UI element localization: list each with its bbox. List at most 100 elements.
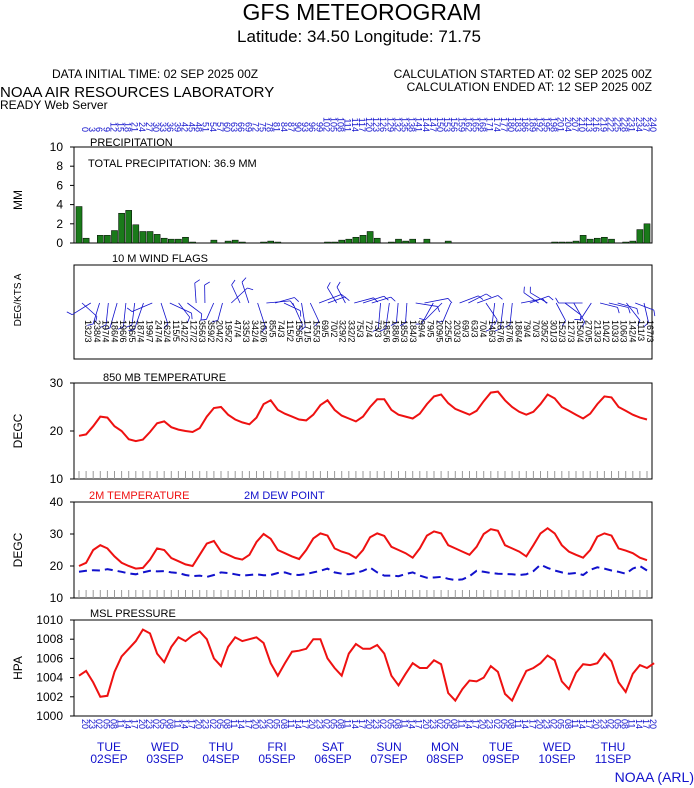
wind-label: 69/3: [461, 320, 471, 338]
wind-flag-barb: [494, 319, 498, 326]
wind-flag-shaft: [415, 302, 438, 307]
utc-hour-label: 02: [549, 719, 559, 729]
forecast-hour-label: 213: [584, 117, 594, 132]
utc-hour-label: 14: [463, 719, 473, 729]
forecast-hour-label: 237: [641, 117, 651, 132]
day-of-week-label: MON: [431, 740, 459, 754]
wind-flag-shaft: [459, 295, 479, 304]
wind-flag-shaft: [206, 302, 215, 320]
forecast-hour-label: 156: [449, 117, 459, 132]
precipitation-bar: [153, 234, 161, 244]
wind-flag-shaft: [499, 302, 504, 329]
forecast-hour-label: 177: [499, 117, 509, 132]
wind-flag-shaft: [354, 297, 374, 304]
wind-flag-barb: [627, 307, 631, 314]
precipitation-bar: [579, 235, 587, 244]
temp850-ylabel: DEGC: [11, 413, 25, 448]
wind-flag-barb: [494, 328, 501, 332]
forecast-hour-label: 24: [137, 122, 147, 132]
wind-label: 203/3: [452, 320, 462, 343]
wind-label: 103/3: [610, 320, 620, 343]
forecast-hour-label: 120: [364, 117, 374, 132]
temp850-minor-ticks: [78, 471, 648, 479]
t850-y-tick-label: 30: [50, 376, 64, 390]
utc-hour-labels: 2023020508111417202302050811141720230205…: [80, 719, 658, 729]
precip-y-tick-label: 4: [56, 198, 63, 212]
wind-flag-barb: [104, 327, 111, 330]
forecast-hour-label: 147: [428, 117, 438, 132]
wind-label: 329/2: [338, 320, 348, 343]
wind-flag-barb: [447, 298, 453, 304]
forecast-hour-label: 99: [314, 122, 324, 132]
wind-flag-shaft: [405, 302, 408, 323]
precipitation-bar: [594, 237, 601, 244]
utc-hour-label: 23: [314, 719, 324, 729]
forecast-hour-label: 78: [265, 122, 275, 132]
utc-hour-label: 11: [513, 719, 523, 728]
precipitation-bar: [565, 241, 573, 244]
wind-flag-shaft: [442, 302, 452, 322]
utc-hour-label: 11: [116, 719, 126, 728]
wind-flag-shaft: [257, 302, 267, 328]
wind-flag-barb: [485, 328, 492, 332]
utc-hour-label: 17: [471, 719, 481, 729]
day-date-label: 10SEP: [538, 752, 575, 766]
utc-hour-label: 20: [478, 719, 488, 729]
forecast-hour-label: 168: [478, 117, 488, 132]
wind-flag-shaft: [362, 295, 385, 304]
precipitation-bar: [175, 238, 182, 244]
wind-flag-shaft: [385, 302, 390, 329]
day-date-label: 04SEP: [202, 752, 239, 766]
wind-label: 167/3: [645, 320, 655, 343]
forecast-hour-label: 60: [222, 122, 232, 132]
utc-hour-label: 05: [215, 719, 225, 729]
utc-hour-label: 05: [329, 719, 339, 729]
utc-hour-label: 11: [343, 719, 353, 728]
utc-hour-label: 08: [108, 719, 118, 729]
utc-hour-label: 23: [542, 719, 552, 729]
utc-hour-label: 11: [286, 719, 296, 728]
wind-flag-barb: [299, 310, 302, 317]
precip-y-tick-label: 2: [56, 217, 63, 231]
wind-flag-barb: [314, 320, 320, 327]
wind-flag-barb: [336, 281, 341, 288]
wind-flag-shaft: [617, 302, 637, 309]
utc-hour-label: 20: [534, 719, 544, 729]
day-date-label: 09SEP: [482, 752, 519, 766]
pressure-line: [78, 628, 655, 703]
utc-hour-label: 17: [130, 719, 140, 729]
utc-hour-label: 23: [598, 719, 608, 729]
precipitation-bar: [586, 238, 594, 244]
day-of-week-label: TUE: [97, 740, 121, 754]
utc-hour-label: 17: [527, 719, 537, 729]
wind-flag-barb: [653, 310, 656, 317]
wind-flag-shaft: [292, 302, 303, 326]
forecast-hour-label: 114: [350, 118, 360, 132]
wind-label: 171/5: [303, 320, 313, 343]
day-date-label: 05SEP: [258, 752, 295, 766]
precipitation-bar: [139, 231, 147, 244]
wind-label: 47/4: [232, 320, 242, 338]
legend-2m-dew-point: 2M DEW POINT: [244, 490, 325, 502]
wind-flag-barb: [380, 328, 386, 332]
wind-flag-shaft: [169, 302, 192, 314]
utc-hour-label: 17: [357, 719, 367, 729]
wind-flag-barb: [327, 282, 331, 288]
utc-hour-label: 20: [591, 719, 601, 729]
wind-flag-barb: [300, 326, 306, 331]
wind-label: 186/4: [513, 320, 523, 343]
wind-flag-barb: [637, 320, 641, 327]
day-date-label: 02SEP: [90, 752, 127, 766]
day-labels: TUE02SEPWED03SEPTHU04SEPFRI05SEPSAT06SEP…: [90, 740, 631, 766]
wind-label: 127/2: [188, 320, 198, 343]
utc-hour-label: 14: [407, 719, 417, 729]
utc-hour-label: 08: [222, 719, 232, 729]
wind-flag-barb: [399, 322, 406, 326]
precipitation-bar: [125, 210, 133, 244]
forecast-hour-label: 141: [414, 117, 424, 132]
day-of-week-label: SUN: [376, 740, 401, 754]
precipitation-bar: [189, 241, 196, 244]
utc-hour-label: 20: [80, 719, 90, 729]
precipitation-bar: [643, 223, 651, 244]
wind-flag-barb: [294, 297, 300, 302]
